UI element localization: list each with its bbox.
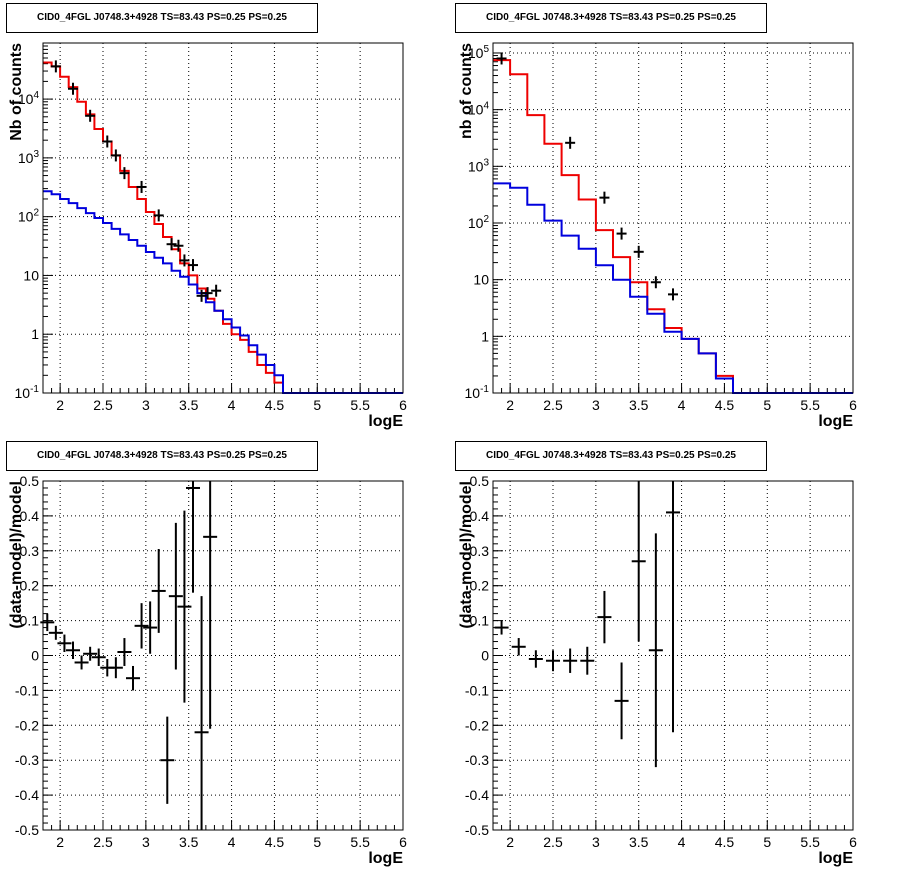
- x-tick-label: 2: [506, 834, 514, 850]
- x-axis-title: logE: [818, 850, 853, 867]
- x-tick-label: 4: [678, 834, 686, 850]
- plot-frame: [42, 480, 404, 831]
- y-tick-label: 1: [481, 328, 489, 344]
- x-tick-label: 5: [313, 834, 321, 850]
- plot-panel-4: 2 2.5 3 3.5 4 4.5 5 5.5 6 -0.5 -0.4 -0.3 -0.2 -0.1 0 0.…: [458, 473, 857, 867]
- y-tick-label: -0.4: [465, 787, 489, 803]
- y-axis-title: Nb of counts: [8, 43, 25, 141]
- y-axis-title: (data-model)/model: [8, 481, 25, 629]
- x-tick-label: 2.5: [93, 397, 113, 413]
- y-tick-label: 102: [18, 208, 40, 225]
- plot-frame: [42, 42, 404, 394]
- y-tick-label: 103: [18, 149, 40, 166]
- plot-frame: [492, 480, 854, 831]
- x-tick-label: 3.5: [629, 834, 649, 850]
- x-tick-label: 6: [399, 397, 407, 413]
- plot-panel-1: 2 2.5 3 3.5 4 4.5 5 5.5 6 10-1 1 10 102 103 104 logE Nb …: [8, 42, 407, 430]
- y-tick-label: 102: [468, 214, 490, 231]
- x-axis-title: logE: [368, 850, 403, 867]
- x-tick-label: 4: [678, 397, 686, 413]
- panel-title-3: CID0_4FGL J0748.3+4928 TS=83.43 PS=0.25 …: [6, 441, 318, 471]
- plot-panel-3: 2 2.5 3 3.5 4 4.5 5 5.5 6 -0.5 -0.4 -0.3 -0.2 -0.1 0 0.…: [8, 473, 407, 867]
- histogram-series-2: [43, 190, 403, 394]
- x-tick-label: 2: [56, 834, 64, 850]
- y-tick-label: 0.1: [20, 613, 40, 629]
- y-tick-label: 0.1: [470, 613, 490, 629]
- panel-title-4: CID0_4FGL J0748.3+4928 TS=83.43 PS=0.25 …: [455, 441, 767, 471]
- y-tick-label: 10-1: [15, 384, 40, 401]
- y-tick-label: -0.1: [15, 682, 39, 698]
- y-tick-label: 0.4: [470, 508, 490, 524]
- x-tick-label: 5.5: [800, 834, 820, 850]
- x-tick-label: 3.5: [629, 397, 649, 413]
- x-tick-label: 3: [142, 397, 150, 413]
- histogram-series-1: [43, 61, 403, 394]
- y-tick-label: 0.2: [470, 578, 490, 594]
- y-tick-label: 0.5: [470, 473, 490, 489]
- y-tick-label: 1: [31, 326, 39, 342]
- y-tick-label: 0.3: [470, 543, 490, 559]
- x-tick-label: 3.5: [179, 397, 199, 413]
- x-tick-label: 4.5: [265, 397, 285, 413]
- x-tick-label: 2.5: [93, 834, 113, 850]
- x-axis-title: logE: [818, 413, 853, 430]
- y-tick-label: 103: [468, 157, 490, 174]
- y-tick-label: 0: [481, 648, 489, 664]
- y-tick-label: 0.2: [20, 578, 40, 594]
- y-tick-label: 10-1: [465, 384, 490, 401]
- x-tick-label: 4: [228, 397, 236, 413]
- x-tick-label: 4.5: [715, 397, 735, 413]
- x-tick-label: 4: [228, 834, 236, 850]
- x-tick-label: 3: [592, 834, 600, 850]
- y-tick-label: -0.1: [465, 682, 489, 698]
- x-tick-label: 2.5: [543, 834, 563, 850]
- panel-title-2: CID0_4FGL J0748.3+4928 TS=83.43 PS=0.25 …: [455, 3, 767, 33]
- y-axis-title: (data-model)/model: [458, 481, 475, 629]
- x-tick-label: 5: [763, 397, 771, 413]
- x-tick-label: 6: [849, 834, 857, 850]
- x-tick-label: 2: [56, 397, 64, 413]
- x-tick-label: 5.5: [350, 397, 370, 413]
- x-tick-label: 4.5: [715, 834, 735, 850]
- x-tick-label: 2: [506, 397, 514, 413]
- x-tick-label: 2.5: [543, 397, 563, 413]
- y-tick-label: -0.3: [465, 752, 489, 768]
- x-tick-label: 5: [313, 397, 321, 413]
- y-tick-label: -0.5: [465, 822, 489, 838]
- histogram-series-2: [493, 182, 853, 394]
- x-tick-label: 5.5: [350, 834, 370, 850]
- y-tick-label: 0: [31, 648, 39, 664]
- y-tick-label: 105: [468, 44, 490, 61]
- y-tick-label: 0.3: [20, 543, 40, 559]
- x-tick-label: 6: [399, 834, 407, 850]
- y-tick-label: -0.2: [465, 717, 489, 733]
- x-tick-label: 5.5: [800, 397, 820, 413]
- x-tick-label: 3: [142, 834, 150, 850]
- y-tick-label: -0.3: [15, 752, 39, 768]
- x-axis-title: logE: [368, 413, 403, 430]
- y-tick-label: 10: [473, 272, 489, 288]
- y-axis-title: nb of counts: [458, 43, 475, 139]
- y-tick-label: 104: [468, 101, 490, 118]
- plot-panel-2: 2 2.5 3 3.5 4 4.5 5 5.5 6 10-1 1 10 102 103 104 105 logE…: [458, 42, 857, 430]
- plot-frame: [492, 42, 854, 394]
- x-tick-label: 3.5: [179, 834, 199, 850]
- x-tick-label: 6: [849, 397, 857, 413]
- x-tick-label: 4.5: [265, 834, 285, 850]
- y-tick-label: -0.5: [15, 822, 39, 838]
- x-tick-label: 3: [592, 397, 600, 413]
- y-tick-label: 10: [23, 267, 39, 283]
- x-tick-label: 5: [763, 834, 771, 850]
- y-tick-label: 0.5: [20, 473, 40, 489]
- panel-title-1: CID0_4FGL J0748.3+4928 TS=83.43 PS=0.25 …: [6, 3, 318, 33]
- y-tick-label: 104: [18, 90, 40, 107]
- y-tick-label: -0.2: [15, 717, 39, 733]
- y-tick-label: -0.4: [15, 787, 39, 803]
- y-tick-label: 0.4: [20, 508, 40, 524]
